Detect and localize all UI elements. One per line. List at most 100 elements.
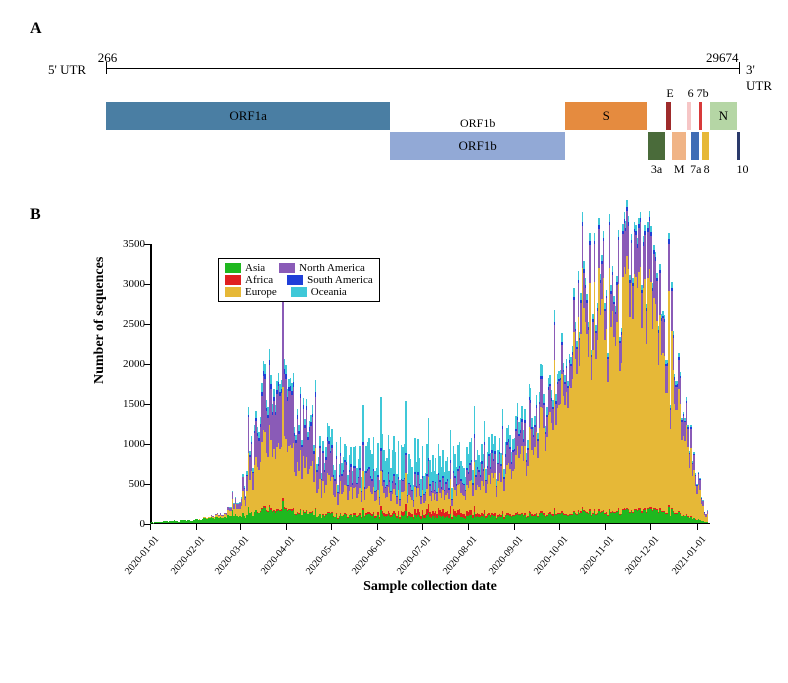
bar-seg-north-america	[618, 240, 619, 283]
x-tick-label: 2020-02-01	[169, 534, 207, 577]
plot-area: AsiaNorth AmericaAfricaSouth AmericaEuro…	[150, 244, 710, 524]
bar-seg-oceania	[603, 231, 604, 238]
bar-seg-oceania	[554, 310, 555, 322]
bar-seg-europe	[707, 514, 708, 522]
bar-seg-oceania	[450, 430, 451, 460]
bar-seg-oceania	[583, 261, 584, 269]
bar-seg-north-america	[362, 445, 363, 471]
gene-ORF1b: ORF1b	[390, 132, 564, 160]
x-tick	[331, 524, 332, 530]
x-tick-label: 2020-05-01	[304, 534, 342, 577]
bar-seg-oceania	[521, 406, 522, 419]
legend-text: Oceania	[311, 286, 347, 298]
x-tick	[196, 524, 197, 530]
bar-seg-oceania	[624, 212, 625, 219]
panel-a: A 266296745' UTR3' UTRORF1aORF1bORF1bS3a…	[20, 20, 768, 188]
bar-seg-oceania	[524, 409, 525, 421]
gene-3a	[648, 132, 666, 160]
bar-seg-north-america	[671, 291, 672, 331]
bar-seg-oceania	[543, 394, 544, 403]
bar-seg-oceania	[315, 380, 316, 393]
bar-seg-north-america	[536, 408, 537, 432]
bar-seg-oceania	[609, 214, 610, 222]
x-tick-label: 2020-09-01	[487, 534, 525, 577]
bar	[707, 510, 708, 523]
bar-seg-oceania	[331, 429, 332, 444]
gene-label-7b: 7b	[696, 86, 710, 101]
gene-M	[672, 132, 686, 160]
bar-seg-oceania	[563, 363, 564, 370]
bar-seg-oceania	[502, 409, 503, 427]
bar-seg-oceania	[586, 294, 587, 301]
x-tick	[605, 524, 606, 530]
gene-label-3a: 3a	[645, 162, 669, 177]
bar-seg-north-america	[474, 438, 475, 462]
bar-seg-oceania	[573, 288, 574, 296]
panel-b-label: B	[30, 206, 768, 224]
bar-seg-north-america	[656, 281, 657, 321]
bar-seg-north-america	[690, 429, 691, 448]
x-axis-title: Sample collection date	[150, 579, 710, 595]
gene-label-E: E	[663, 86, 677, 101]
bar-seg-oceania	[350, 447, 351, 464]
bar-seg-oceania	[542, 365, 543, 376]
bar-seg-oceania	[536, 395, 537, 405]
bar-seg-oceania	[248, 407, 249, 414]
x-tick	[697, 524, 698, 530]
bar-seg-oceania	[405, 401, 406, 452]
bar-seg-oceania	[293, 373, 294, 381]
legend-item: North America	[279, 262, 365, 274]
y-tick-label: 3500	[123, 238, 145, 250]
y-tick-label: 1000	[123, 438, 145, 450]
bar-seg-oceania	[549, 375, 550, 384]
bar-seg-oceania	[575, 322, 576, 329]
legend-swatch	[279, 263, 295, 273]
bar-seg-north-america	[336, 459, 337, 484]
genome-diagram: 266296745' UTR3' UTRORF1aORF1bORF1bS3aEM…	[100, 48, 740, 188]
x-tick-label: 2020-03-01	[213, 534, 251, 577]
bar-seg-oceania	[285, 365, 286, 374]
x-tick	[650, 524, 651, 530]
bar-seg-north-america	[248, 417, 249, 453]
bar-seg-oceania	[269, 349, 270, 360]
bar-seg-oceania	[582, 212, 583, 222]
legend-item: South America	[287, 274, 373, 286]
x-tick-label: 2020-10-01	[532, 534, 570, 577]
legend-text: South America	[307, 274, 373, 286]
bar-seg-north-america	[699, 480, 700, 489]
bar-seg-north-america	[578, 283, 579, 317]
gene-10	[737, 132, 740, 160]
bar-seg-oceania	[484, 421, 485, 443]
bar-seg-north-america	[232, 492, 233, 499]
bar-seg-oceania	[531, 418, 532, 427]
gene-label-10: 10	[734, 162, 750, 177]
bar-seg-north-america	[589, 245, 590, 284]
bar-seg-north-america	[628, 226, 629, 269]
legend-swatch	[225, 287, 241, 297]
bar-seg-oceania	[377, 443, 378, 475]
bar-seg-oceania	[373, 437, 374, 469]
x-tick	[468, 524, 469, 530]
bar-seg-north-america	[650, 236, 651, 282]
bar-seg-oceania	[626, 200, 627, 207]
bar-seg-oceania	[488, 437, 489, 454]
bar-seg-north-america	[554, 325, 555, 360]
bar-seg-oceania	[273, 389, 274, 397]
gene-8	[702, 132, 710, 160]
bar-seg-oceania	[517, 403, 518, 417]
bar-seg-oceania	[474, 406, 475, 435]
bar-seg-oceania	[471, 438, 472, 459]
x-tick	[559, 524, 560, 530]
gene-N: N	[710, 102, 737, 130]
gene-ORF1a: ORF1a	[106, 102, 391, 130]
legend-swatch	[291, 287, 307, 297]
bar-seg-north-america	[640, 222, 641, 267]
bar-seg-north-america	[664, 322, 665, 356]
bar-seg-north-america	[594, 244, 595, 282]
gene-7a	[691, 132, 699, 160]
scale-line	[106, 68, 740, 69]
scale-tick	[739, 62, 740, 74]
bar-seg-oceania	[598, 218, 599, 226]
x-tick	[377, 524, 378, 530]
x-tick-label: 2020-12-01	[623, 534, 661, 577]
